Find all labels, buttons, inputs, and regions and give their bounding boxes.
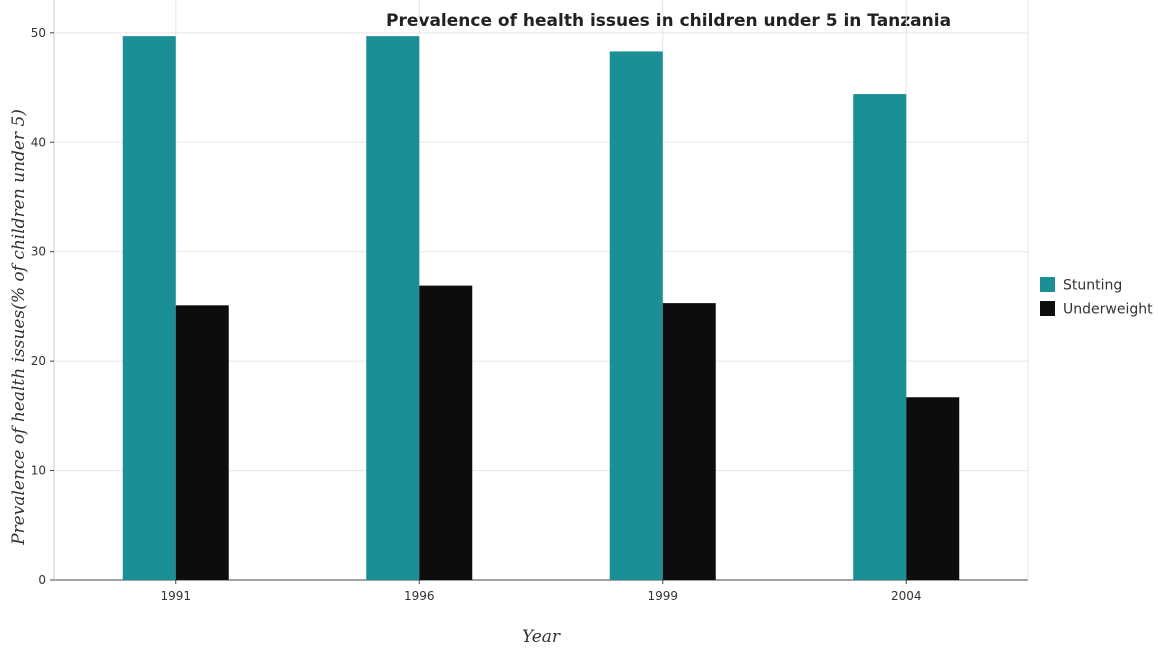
bar-underweight-2004 (906, 397, 960, 580)
legend: Stunting Underweight (1040, 277, 1153, 318)
bar-stunting-1991 (122, 36, 176, 580)
x-tick-label: 1999 (647, 589, 678, 603)
bar-underweight-1991 (175, 305, 229, 580)
legend-label-stunting: Stunting (1063, 278, 1122, 294)
bar-underweight-1996 (419, 285, 473, 580)
legend-swatch-stunting (1040, 277, 1055, 292)
bar-stunting-2004 (853, 94, 907, 580)
y-tick-label: 20 (31, 354, 46, 368)
y-axis-ticks: 0 10 20 30 40 50 (31, 26, 54, 587)
x-axis-ticks: 1991 1996 1999 2004 (160, 580, 922, 603)
y-tick-label: 40 (31, 135, 46, 149)
x-tick-label: 2004 (891, 589, 922, 603)
chart-title: Prevalence of health issues in children … (386, 11, 951, 31)
bar-underweight-1999 (662, 303, 716, 580)
y-axis-label: Prevalence of health issues(% of childre… (9, 109, 29, 546)
x-tick-label: 1991 (160, 589, 191, 603)
x-axis-label: Year (522, 627, 561, 647)
legend-swatch-underweight (1040, 301, 1055, 316)
y-tick-label: 50 (31, 26, 46, 40)
bar-stunting-1996 (366, 36, 420, 580)
x-tick-label: 1996 (404, 589, 435, 603)
y-tick-label: 0 (38, 573, 46, 587)
bar-stunting-1999 (609, 51, 663, 581)
bars (122, 36, 960, 581)
y-tick-label: 10 (31, 464, 46, 478)
y-tick-label: 30 (31, 245, 46, 259)
legend-label-underweight: Underweight (1063, 302, 1153, 318)
